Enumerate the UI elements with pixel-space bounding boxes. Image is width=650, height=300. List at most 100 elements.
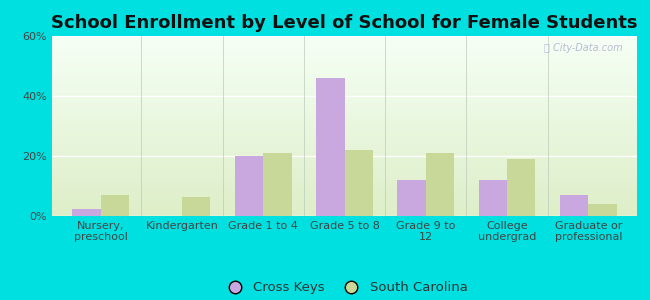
Bar xyxy=(52,169,637,170)
Bar xyxy=(52,200,637,201)
Bar xyxy=(52,89,637,90)
Bar xyxy=(52,195,637,196)
Bar xyxy=(52,102,637,103)
Bar xyxy=(52,71,637,72)
Bar xyxy=(52,90,637,91)
Bar xyxy=(52,215,637,216)
Bar xyxy=(52,190,637,191)
Bar xyxy=(52,91,637,92)
Bar xyxy=(52,136,637,137)
Bar xyxy=(52,134,637,135)
Bar xyxy=(52,170,637,171)
Bar xyxy=(52,144,637,145)
Bar xyxy=(263,153,292,216)
Bar xyxy=(52,56,637,57)
Bar xyxy=(52,205,637,206)
Bar xyxy=(52,79,637,80)
Bar xyxy=(52,63,637,64)
Bar xyxy=(52,38,637,39)
Bar xyxy=(52,172,637,173)
Bar xyxy=(52,85,637,86)
Bar xyxy=(52,77,637,78)
Bar xyxy=(52,66,637,67)
Bar xyxy=(52,141,637,142)
Bar xyxy=(52,193,637,194)
Bar xyxy=(52,37,637,38)
Bar xyxy=(52,105,637,106)
Bar xyxy=(52,155,637,156)
Bar xyxy=(52,138,637,139)
Bar xyxy=(52,50,637,51)
Bar xyxy=(52,86,637,87)
Bar xyxy=(52,192,637,193)
Bar xyxy=(52,156,637,157)
Bar xyxy=(52,212,637,213)
Bar xyxy=(52,123,637,124)
Bar xyxy=(52,163,637,164)
Bar xyxy=(52,46,637,47)
Bar xyxy=(52,53,637,54)
Bar xyxy=(52,188,637,189)
Bar xyxy=(52,154,637,155)
Bar xyxy=(52,173,637,174)
Bar xyxy=(52,113,637,114)
Bar xyxy=(52,159,637,160)
Bar xyxy=(52,45,637,46)
Bar xyxy=(52,177,637,178)
Bar xyxy=(52,202,637,203)
Bar xyxy=(52,52,637,53)
Bar xyxy=(52,122,637,123)
Bar xyxy=(52,151,637,152)
Bar xyxy=(52,135,637,136)
Bar xyxy=(52,92,637,93)
Bar xyxy=(52,158,637,159)
Text: ⓘ City-Data.com: ⓘ City-Data.com xyxy=(544,43,623,53)
Bar xyxy=(52,191,637,192)
Bar xyxy=(52,48,637,49)
Bar xyxy=(52,148,637,149)
Bar xyxy=(52,106,637,107)
Bar xyxy=(588,204,617,216)
Bar xyxy=(52,185,637,186)
Bar xyxy=(52,203,637,204)
Bar xyxy=(52,214,637,215)
Bar xyxy=(52,67,637,68)
Bar xyxy=(52,112,637,113)
Bar xyxy=(52,111,637,112)
Bar xyxy=(52,127,637,128)
Bar xyxy=(52,51,637,52)
Bar xyxy=(52,137,637,138)
Bar xyxy=(72,208,101,216)
Bar xyxy=(52,80,637,81)
Bar xyxy=(101,195,129,216)
Bar xyxy=(52,39,637,40)
Bar xyxy=(52,213,637,214)
Bar xyxy=(52,183,637,184)
Bar xyxy=(52,69,637,70)
Bar xyxy=(52,207,637,208)
Bar xyxy=(52,167,637,168)
Bar xyxy=(52,96,637,97)
Bar xyxy=(52,95,637,96)
Bar xyxy=(397,180,426,216)
Bar xyxy=(52,98,637,99)
Bar xyxy=(52,197,637,198)
Bar xyxy=(52,120,637,121)
Legend: Cross Keys, South Carolina: Cross Keys, South Carolina xyxy=(216,276,473,299)
Bar xyxy=(52,64,637,65)
Bar xyxy=(52,99,637,100)
Bar xyxy=(52,201,637,202)
Bar xyxy=(52,152,637,153)
Bar xyxy=(52,157,637,158)
Bar xyxy=(52,81,637,82)
Bar xyxy=(52,204,637,205)
Bar xyxy=(52,116,637,117)
Bar xyxy=(52,187,637,188)
Bar xyxy=(52,119,637,120)
Bar xyxy=(52,130,637,131)
Bar xyxy=(52,84,637,85)
Bar xyxy=(52,180,637,181)
Bar xyxy=(52,47,637,48)
Bar xyxy=(52,150,637,151)
Bar xyxy=(52,211,637,212)
